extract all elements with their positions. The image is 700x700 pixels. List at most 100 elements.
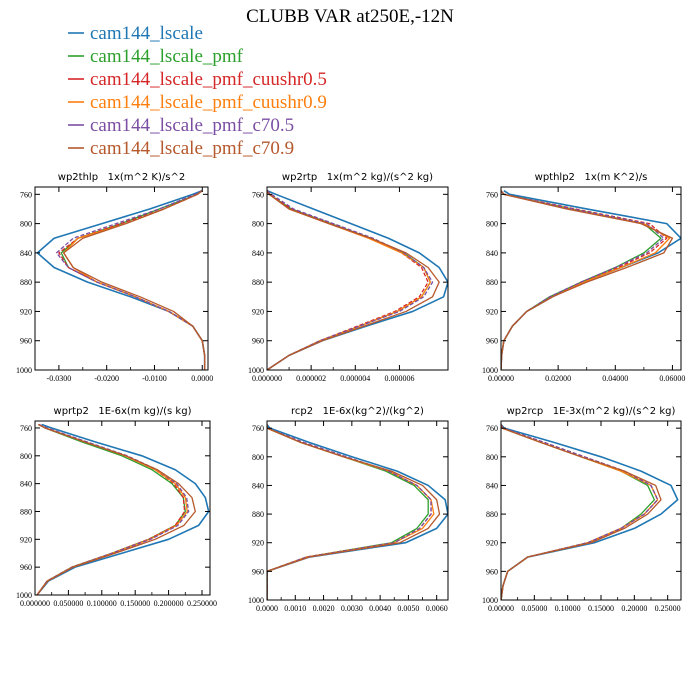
y-tick-label: 1000 <box>16 591 32 600</box>
legend-entry: cam144_lscale_pmf_cuushr0.9 <box>68 92 327 113</box>
x-tick-label: 0.0000 <box>256 604 278 613</box>
x-tick-label: 0.0020 <box>313 604 335 613</box>
panel: wp2rtp 1x(m^2 kg)/(s^2 kg) 760 800 840 880 92… <box>248 172 449 383</box>
y-tick-label: 880 <box>20 507 32 516</box>
x-tick-label: 0.0000 <box>191 374 213 383</box>
y-tick-label: 800 <box>20 220 32 229</box>
x-tick-label: 0.000004 <box>340 374 370 383</box>
y-tick-label: 960 <box>252 567 264 576</box>
y-tick-label: 880 <box>486 510 498 519</box>
y-tick-label: 1000 <box>248 596 264 605</box>
x-tick-label: 0.150000 <box>120 599 150 608</box>
legend-label: cam144_lscale_pmf_c70.9 <box>90 138 294 159</box>
series-line-cam144-lscale-pmf-c70-9 <box>501 190 674 370</box>
x-tick-label: 0.0030 <box>341 604 363 613</box>
y-tick-label: 960 <box>20 563 32 572</box>
x-tick-label: 0.000000 <box>252 374 282 383</box>
x-tick-label: 0.0050 <box>397 604 419 613</box>
y-tick-label: 880 <box>252 278 264 287</box>
x-tick-label: 0.25000 <box>655 604 681 613</box>
x-tick-label: 0.04000 <box>602 374 628 383</box>
panel: rcp2 1E-6x(kg^2)/(kg^2) 760 800 840 880 920 96… <box>248 406 449 613</box>
x-tick-label: 0.02000 <box>545 374 571 383</box>
y-tick-label: 880 <box>252 510 264 519</box>
panel-title: wprtp2 1E-6x(m kg)/(s kg) <box>54 406 192 417</box>
panel: wpthlp2 1x(m K^2)/s 760 800 840 880 920 960 100… <box>482 172 685 383</box>
y-tick-label: 800 <box>20 452 32 461</box>
y-tick-label: 840 <box>252 481 264 490</box>
x-tick-label: 0.0010 <box>284 604 306 613</box>
x-tick-label: -0.0200 <box>94 374 119 383</box>
y-tick-label: 840 <box>486 481 498 490</box>
x-tick-label: 0.20000 <box>621 604 647 613</box>
y-tick-label: 840 <box>20 480 32 489</box>
x-tick-label: -0.0100 <box>142 374 167 383</box>
x-tick-label: 0.100000 <box>87 599 117 608</box>
y-tick-label: 960 <box>486 567 498 576</box>
y-tick-label: 880 <box>20 278 32 287</box>
legend-entry: cam144_lscale_pmf_c70.9 <box>68 138 294 159</box>
plot-frame <box>34 420 211 596</box>
x-tick-label: 0.00000 <box>488 604 514 613</box>
y-tick-label: 800 <box>252 220 264 229</box>
legend-label: cam144_lscale_pmf_c70.5 <box>90 115 294 136</box>
x-tick-label: 0.10000 <box>555 604 581 613</box>
panel: wp2thlp 1x(m^2 K)/s^2 760 800 840 880 920 960 1… <box>16 172 213 383</box>
x-tick-label: 0.06000 <box>659 374 685 383</box>
legend-label: cam144_lscale_pmf <box>90 46 244 67</box>
x-tick-label: 0.000002 <box>296 374 326 383</box>
y-tick-label: 920 <box>20 535 32 544</box>
y-tick-label: 920 <box>486 307 498 316</box>
y-tick-label: 760 <box>20 190 32 199</box>
x-tick-label: -0.0300 <box>47 374 72 383</box>
x-tick-label: 0.0040 <box>369 604 391 613</box>
x-tick-label: 0.15000 <box>588 604 614 613</box>
plot-frame <box>266 186 449 371</box>
series-group <box>36 423 210 595</box>
y-tick-label: 800 <box>486 220 498 229</box>
series-line-cam144-lscale-pmf-c70-5 <box>267 190 434 370</box>
y-tick-label: 800 <box>486 453 498 462</box>
y-tick-label: 800 <box>252 453 264 462</box>
panel-title: wp2rtp 1x(m^2 kg)/(s^2 kg) <box>282 172 433 183</box>
series-group <box>501 424 679 600</box>
y-tick-label: 760 <box>486 190 498 199</box>
series-line-cam144-lscale-pmf-c70-9 <box>36 423 196 595</box>
series-group <box>36 189 206 370</box>
y-tick-label: 840 <box>252 249 264 258</box>
panel-title: wpthlp2 1x(m K^2)/s <box>535 172 648 183</box>
x-tick-label: 0.250000 <box>187 599 217 608</box>
y-tick-label: 960 <box>20 337 32 346</box>
y-tick-label: 1000 <box>248 366 264 375</box>
y-tick-label: 1000 <box>482 366 498 375</box>
series-line-cam144-lscale <box>36 423 210 595</box>
series-line-cam144-lscale-pmf-c70-5 <box>36 423 190 595</box>
plot-frame <box>34 186 209 371</box>
legend: cam144_lscale cam144_lscale_pmf cam144_l… <box>68 23 327 159</box>
y-tick-label: 760 <box>20 424 32 433</box>
legend-entry: cam144_lscale <box>68 23 203 44</box>
legend-label: cam144_lscale_pmf_cuushr0.5 <box>90 69 327 90</box>
panel-title: rcp2 1E-6x(kg^2)/(kg^2) <box>291 406 424 417</box>
figure-title: CLUBB VAR at250E,-12N <box>246 6 454 27</box>
y-tick-label: 920 <box>252 539 264 548</box>
y-tick-label: 840 <box>486 249 498 258</box>
x-tick-label: 0.000000 <box>20 599 50 608</box>
series-line-cam144-lscale-pmf-c70-5 <box>267 424 432 600</box>
y-tick-label: 760 <box>252 424 264 433</box>
legend-label: cam144_lscale_pmf_cuushr0.9 <box>90 92 327 113</box>
panels: wp2thlp 1x(m^2 K)/s^2 760 800 840 880 920 960 1… <box>16 172 685 613</box>
x-tick-label: 0.000006 <box>384 374 414 383</box>
y-tick-label: 960 <box>486 337 498 346</box>
y-tick-label: 760 <box>486 424 498 433</box>
y-tick-label: 880 <box>486 278 498 287</box>
series-line-cam144-lscale-pmf-c70-9 <box>267 424 441 600</box>
legend-entry: cam144_lscale_pmf_c70.5 <box>68 115 294 136</box>
series-line-cam144-lscale-pmf-c70-9 <box>501 424 662 600</box>
panel: wp2rcp 1E-3x(m^2 kg)/(s^2 kg) 760 800 840 88… <box>482 406 682 613</box>
plot-frame <box>500 420 682 601</box>
x-tick-label: 0.05000 <box>521 604 547 613</box>
plot-frame <box>266 420 449 601</box>
